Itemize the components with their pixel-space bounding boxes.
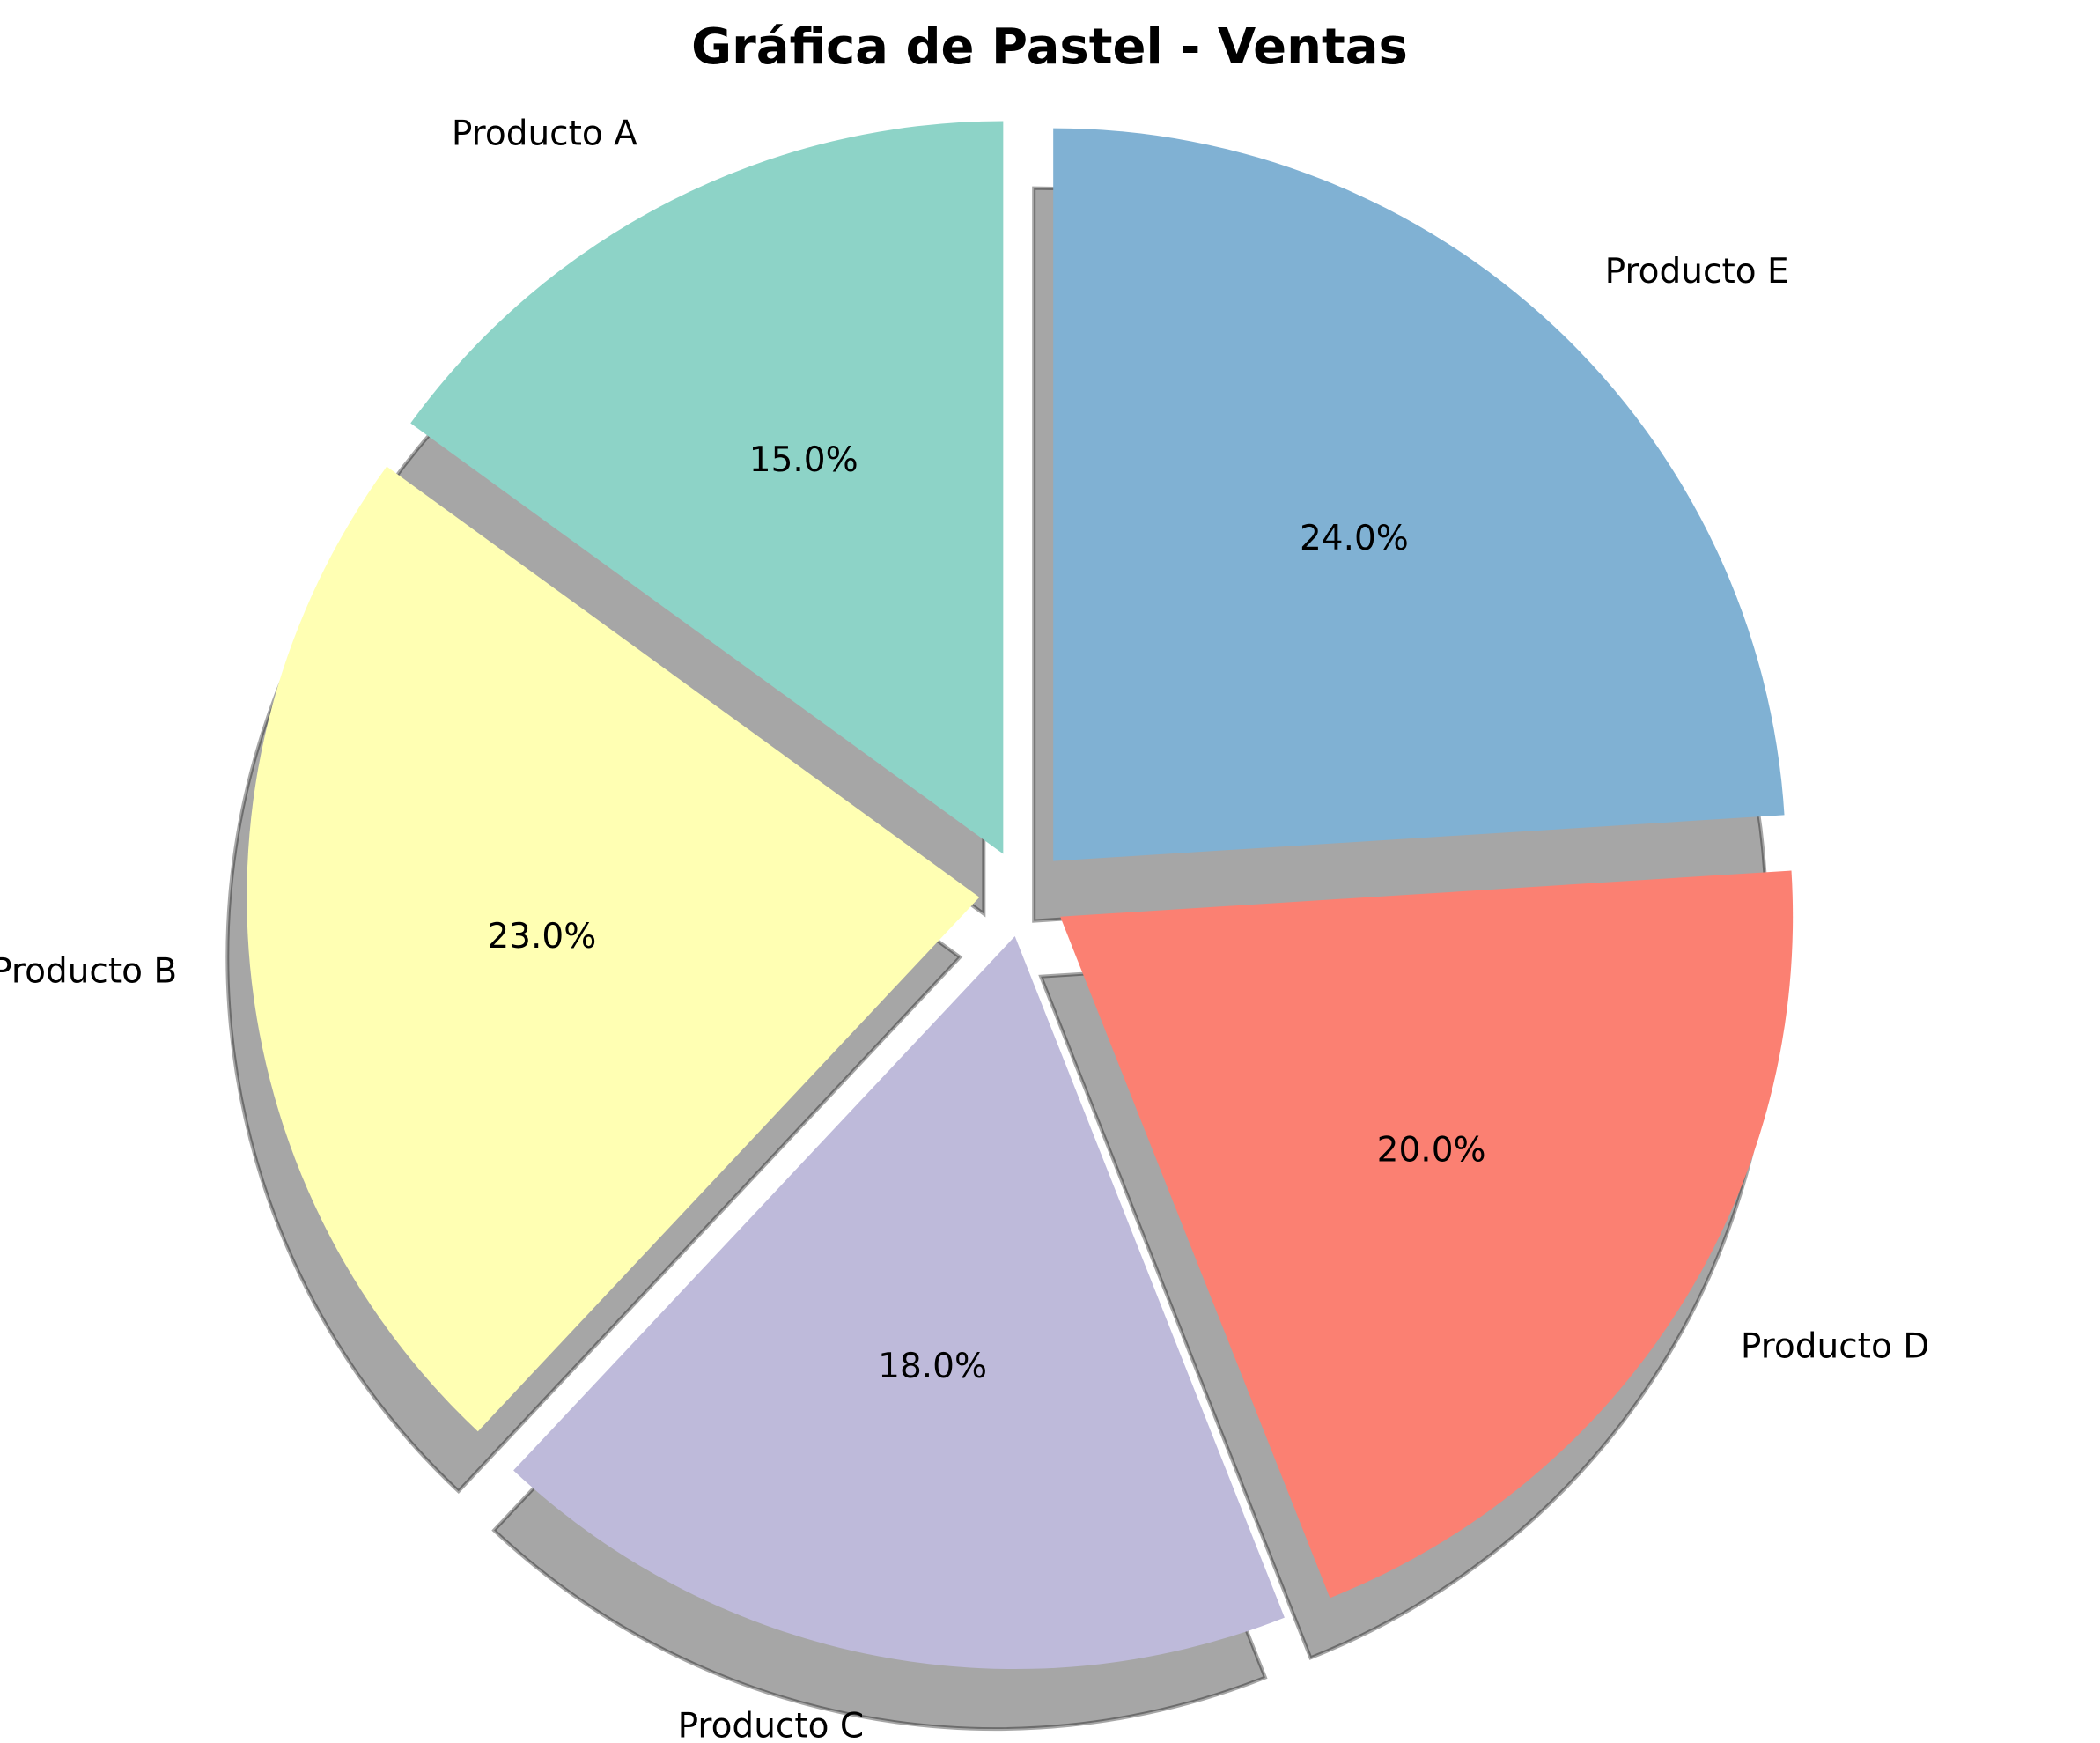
- slice-producto-d: [1060, 870, 1794, 1599]
- slice-percent-producto-c: 18.0%: [878, 1347, 987, 1386]
- slice-percent-producto-e: 24.0%: [1300, 519, 1409, 558]
- slice-label-producto-c: Producto C: [678, 1707, 865, 1743]
- slice-label-producto-d: Producto D: [1741, 1327, 1929, 1367]
- chart-title: Gráfica de Pastel - Ventas: [691, 18, 1408, 76]
- slice-percent-producto-d: 20.0%: [1377, 1131, 1486, 1171]
- slice-label-producto-b: Producto B: [0, 951, 177, 991]
- slice-producto-b: [247, 466, 980, 1432]
- slice-layer: [247, 121, 1794, 1670]
- slice-percent-producto-b: 23.0%: [487, 917, 596, 956]
- slice-percent-producto-a: 15.0%: [749, 440, 858, 480]
- slice-producto-c: [513, 936, 1285, 1670]
- slice-label-producto-e: Producto E: [1605, 252, 1789, 292]
- label-layer: Producto A 15.0% Producto B 23.0% Producto C…: [0, 114, 1929, 1743]
- slice-producto-e: [1053, 128, 1785, 861]
- slice-label-producto-a: Producto A: [452, 114, 637, 154]
- slice-producto-a: [410, 121, 1004, 854]
